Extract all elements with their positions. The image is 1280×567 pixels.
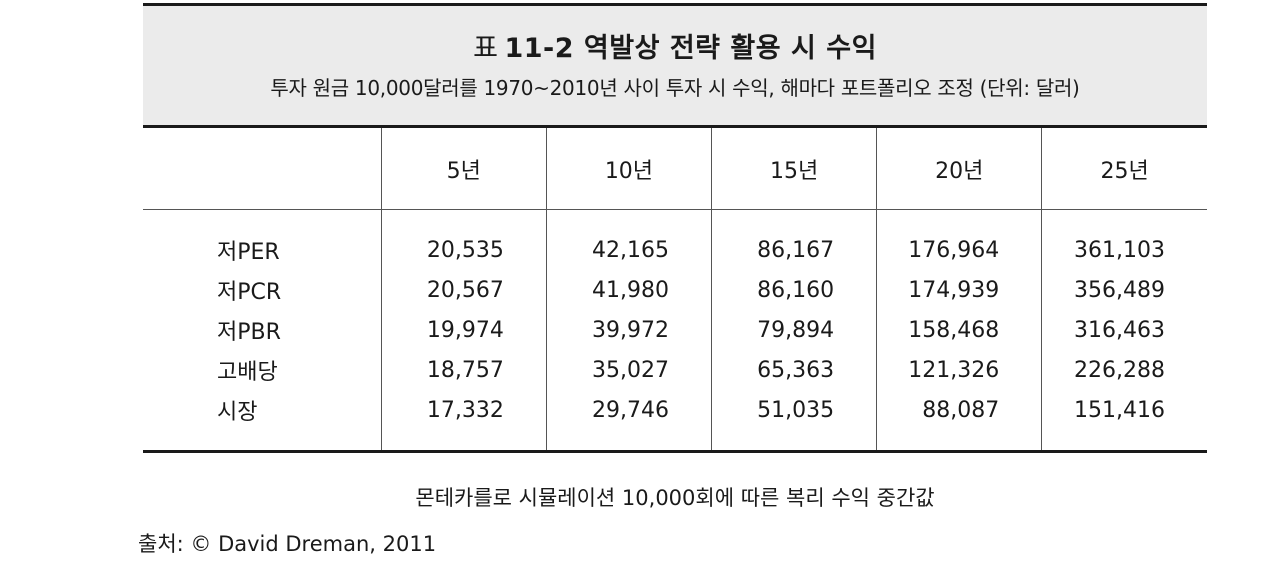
table-cell: 51,035 [710,390,877,453]
table-cell: 17,332 [380,390,547,453]
table-cell: 20,535 [380,209,547,270]
table-cell: 158,468 [876,310,1042,350]
returns-table: 5년 10년 15년 20년 25년 저PER 20,535 42,165 86… [143,128,1207,453]
table-cell: 65,363 [710,350,877,390]
row-label: 고배당 [217,360,278,385]
row-label: 저PER [217,240,280,265]
table-row: 저PBR 19,974 39,972 79,894 158,468 316,46… [143,310,1207,350]
column-header-row: 5년 10년 15년 20년 25년 [143,128,1207,210]
table-title-text: 11-2 역발상 전략 활용 시 수익 [504,33,877,64]
row-label: 저PCR [217,280,282,305]
table-cell: 41,980 [545,270,712,310]
table-header-box: 표 11-2 역발상 전략 활용 시 수익 투자 원금 10,000달러를 197… [143,3,1207,128]
table-row: 고배당 18,757 35,027 65,363 121,326 226,288 [143,350,1207,390]
table-cell: 356,489 [1041,270,1207,310]
table-cell: 79,894 [710,310,877,350]
table-row: 저PCR 20,567 41,980 86,160 174,939 356,48… [143,270,1207,310]
table-cell: 42,165 [545,209,712,270]
table-cell: 39,972 [545,310,712,350]
table-cell: 121,326 [876,350,1042,390]
table-cell: 20,567 [380,270,547,310]
row-label: 시장 [143,390,382,453]
table-cell: 226,288 [1041,350,1207,390]
corner-cell [143,128,382,210]
table-cell: 35,027 [545,350,712,390]
column-header: 20년 [876,128,1042,210]
column-header: 15년 [710,128,877,210]
table-cell: 361,103 [1041,209,1207,270]
column-header: 25년 [1041,128,1207,210]
table-cell: 176,964 [876,209,1042,270]
table-cell: 151,416 [1041,390,1207,453]
table-cell: 316,463 [1041,310,1207,350]
table-cell: 88,087 [876,390,1042,453]
table-row: 시장 17,332 29,746 51,035 88,087 151,416 [143,390,1207,453]
table-subtitle: 투자 원금 10,000달러를 1970~2010년 사이 투자 시 수익, 해… [270,76,1080,100]
table-prefix: 표 [473,33,499,64]
table-cell: 19,974 [380,310,547,350]
table-cell: 86,167 [710,209,877,270]
table-title: 표 11-2 역발상 전략 활용 시 수익 [143,6,1207,66]
table-footnote: 몬테카를로 시뮬레이션 10,000회에 따른 복리 수익 중간값 [415,486,935,510]
column-header: 5년 [380,128,547,210]
column-header: 10년 [545,128,712,210]
table-cell: 29,746 [545,390,712,453]
returns-table-block: 표 11-2 역발상 전략 활용 시 수익 투자 원금 10,000달러를 197… [143,3,1207,453]
table-cell: 86,160 [710,270,877,310]
table-cell: 18,757 [380,350,547,390]
table-row: 저PER 20,535 42,165 86,167 176,964 361,10… [143,209,1207,270]
table-cell: 174,939 [876,270,1042,310]
row-label: 저PBR [217,320,281,345]
source-credit: 출처: © David Dreman, 2011 [138,532,437,556]
